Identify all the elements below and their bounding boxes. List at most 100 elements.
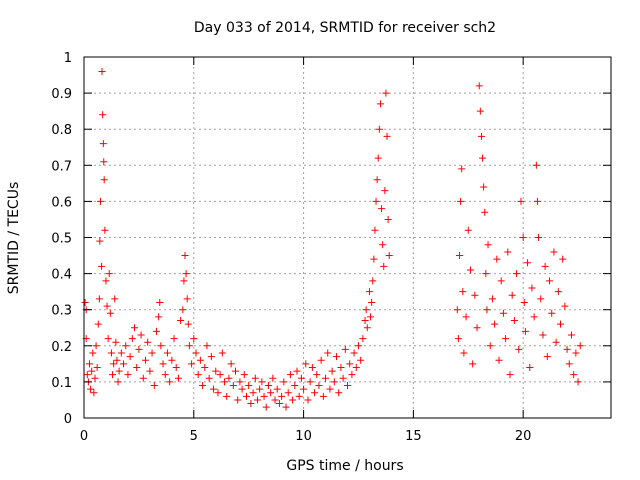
data-point: [528, 284, 536, 292]
data-point: [179, 306, 187, 314]
data-point: [111, 295, 119, 303]
data-point: [278, 392, 286, 400]
data-point: [210, 385, 218, 393]
data-point: [216, 371, 224, 379]
data-point: [88, 367, 96, 375]
data-point: [460, 349, 468, 357]
x-tick-label: 0: [80, 429, 88, 444]
data-point: [363, 324, 371, 332]
data-point: [352, 363, 360, 371]
data-point: [100, 158, 108, 166]
data-point: [207, 353, 215, 361]
data-point: [282, 403, 290, 411]
data-point: [543, 353, 551, 361]
data-point: [344, 382, 351, 390]
data-point: [101, 226, 109, 234]
data-point: [205, 374, 213, 382]
data-point: [280, 378, 288, 386]
data-point: [190, 335, 198, 343]
data-point: [109, 371, 117, 379]
data-point: [83, 371, 91, 379]
data-point: [249, 389, 257, 397]
data-point: [376, 100, 384, 108]
data-point: [517, 197, 525, 205]
data-point: [462, 313, 470, 321]
data-point: [341, 345, 349, 353]
data-point: [567, 331, 575, 339]
data-point: [172, 363, 180, 371]
data-point: [161, 371, 169, 379]
data-point: [576, 342, 584, 350]
data-point: [273, 385, 281, 393]
data-point: [256, 385, 264, 393]
data-point: [371, 226, 379, 234]
data-point: [166, 378, 174, 386]
data-point: [368, 298, 376, 306]
data-point: [502, 335, 510, 343]
data-point: [300, 385, 308, 393]
data-point: [471, 291, 479, 299]
data-point: [382, 89, 390, 97]
data-point: [339, 374, 347, 382]
data-point: [455, 252, 463, 260]
data-point: [131, 324, 139, 332]
data-point: [115, 367, 123, 375]
data-point: [117, 349, 125, 357]
data-point: [384, 215, 392, 223]
data-point: [188, 360, 196, 368]
y-axis-label: SRMTID / TECUs: [6, 182, 22, 295]
data-point: [346, 360, 354, 368]
data-point: [322, 374, 330, 382]
data-point: [328, 367, 336, 375]
data-point: [203, 342, 211, 350]
data-point: [293, 367, 301, 375]
data-point: [548, 309, 556, 317]
data-point: [499, 309, 507, 317]
x-tick-label: 5: [190, 429, 198, 444]
data-point: [504, 248, 512, 256]
y-tick-label: 0.3: [51, 304, 72, 319]
data-point: [365, 288, 373, 296]
data-point: [141, 356, 149, 364]
data-point: [126, 353, 134, 361]
data-point: [354, 342, 362, 350]
data-point: [337, 363, 345, 371]
data-point: [196, 356, 204, 364]
data-point: [486, 342, 494, 350]
data-point: [245, 382, 253, 390]
data-point: [104, 335, 112, 343]
data-point: [375, 125, 383, 133]
data-point: [258, 378, 266, 386]
data-point: [473, 324, 481, 332]
data-point: [168, 356, 176, 364]
data-point: [308, 363, 316, 371]
data-point: [526, 363, 534, 371]
data-point: [510, 317, 518, 325]
y-tick-label: 0.6: [51, 195, 72, 210]
data-point: [93, 363, 101, 371]
data-point: [137, 331, 145, 339]
data-point: [182, 270, 190, 278]
data-point: [122, 342, 130, 350]
x-tick-labels: 0 5 10 15 20: [80, 429, 532, 444]
data-point: [262, 403, 270, 411]
data-point: [271, 396, 279, 404]
data-point: [361, 317, 369, 325]
y-tick-label: 0: [64, 412, 72, 427]
data-point: [146, 367, 154, 375]
data-point: [513, 270, 521, 278]
data-point: [105, 270, 113, 278]
data-point: [184, 320, 192, 328]
data-point: [110, 360, 118, 368]
data-point: [491, 320, 499, 328]
data-point: [493, 255, 501, 263]
data-point: [565, 360, 573, 368]
data-point: [192, 349, 200, 357]
data-point: [264, 382, 272, 390]
data-point: [554, 288, 562, 296]
data-point: [96, 237, 104, 245]
data-point: [464, 226, 472, 234]
data-point: [380, 262, 388, 270]
data-point: [535, 234, 543, 241]
data-point: [457, 197, 465, 205]
